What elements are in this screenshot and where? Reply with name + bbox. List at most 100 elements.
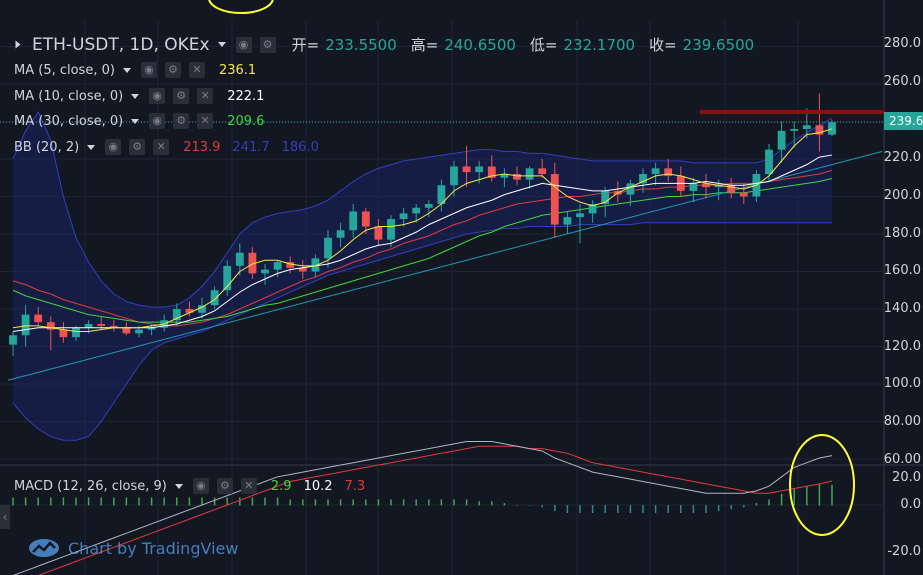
candle-body bbox=[639, 174, 647, 184]
eye-icon[interactable]: ◉ bbox=[149, 88, 166, 104]
candle-body bbox=[34, 314, 43, 323]
candle-body bbox=[777, 130, 786, 150]
candle-body bbox=[689, 183, 698, 191]
candle-body bbox=[336, 230, 345, 238]
chevron-down-icon[interactable] bbox=[131, 93, 140, 99]
candle-body bbox=[361, 211, 370, 227]
close-icon[interactable]: ✕ bbox=[240, 478, 257, 494]
candle-body bbox=[84, 324, 93, 328]
indicator-row-ma10: MA (10, close, 0) ◉ ⚙ ✕ 222.1 bbox=[14, 88, 264, 104]
candle-body bbox=[727, 185, 736, 193]
gear-icon[interactable]: ⚙ bbox=[164, 62, 181, 78]
candle-body bbox=[122, 327, 131, 334]
price-axis-label: 60.00 bbox=[883, 452, 921, 467]
chevron-down-icon[interactable] bbox=[217, 42, 226, 47]
candle-body bbox=[223, 265, 232, 291]
ohlc-close-value: 239.6500 bbox=[682, 35, 755, 54]
macd-line bbox=[12, 441, 833, 575]
price-axis-label: 180.0 bbox=[883, 226, 921, 241]
ohlc-high-value: 240.6500 bbox=[444, 35, 516, 54]
price-axis-label: 260.0 bbox=[883, 74, 921, 89]
ma10-line bbox=[12, 154, 833, 332]
candle-body bbox=[424, 204, 433, 208]
annotation-ellipse bbox=[789, 434, 855, 536]
indicator-row-bb: BB (20, 2) ◉ ⚙ ✕ 213.9 241.7 186.0 bbox=[14, 139, 319, 155]
tradingview-watermark[interactable]: Chart by TradingView bbox=[28, 538, 238, 558]
watermark-text: Chart by TradingView bbox=[68, 538, 239, 558]
close-icon[interactable]: ✕ bbox=[197, 88, 214, 104]
indicator-label[interactable]: MA (10, close, 0) bbox=[14, 88, 124, 104]
candle-body bbox=[702, 183, 710, 188]
indicator-value: 7.3 bbox=[344, 478, 366, 494]
symbol-title[interactable]: ETH-USDT, 1D, OKEx bbox=[32, 34, 210, 55]
candle-body bbox=[802, 125, 811, 129]
gear-icon[interactable]: ⚙ bbox=[129, 139, 146, 155]
collapse-icon[interactable] bbox=[15, 40, 21, 49]
ohlc-open-value: 233.5500 bbox=[325, 35, 397, 54]
eye-icon[interactable]: ◉ bbox=[140, 62, 157, 78]
candle-body bbox=[437, 185, 446, 204]
candle-body bbox=[185, 309, 194, 313]
indicator-label[interactable]: BB (20, 2) bbox=[14, 139, 80, 155]
chevron-down-icon[interactable] bbox=[131, 118, 140, 124]
eye-icon[interactable]: ◉ bbox=[235, 36, 252, 53]
candle-body bbox=[374, 226, 383, 240]
close-icon[interactable]: ✕ bbox=[188, 62, 205, 78]
indicator-label[interactable]: MA (5, close, 0) bbox=[14, 62, 115, 78]
annotation-ellipse bbox=[208, 0, 274, 14]
chevron-down-icon[interactable] bbox=[174, 483, 183, 489]
chevron-down-icon[interactable] bbox=[87, 144, 96, 150]
trendline bbox=[7, 151, 883, 381]
candle-body bbox=[172, 309, 181, 321]
last-price-tag: 239.65 bbox=[884, 112, 923, 130]
indicator-label[interactable]: MA (30, close, 0) bbox=[14, 113, 124, 129]
candle-body bbox=[576, 213, 584, 218]
eye-icon[interactable]: ◉ bbox=[149, 113, 166, 129]
candle-body bbox=[664, 168, 673, 176]
candle-body bbox=[828, 122, 836, 135]
gear-icon[interactable]: ⚙ bbox=[173, 113, 190, 129]
gear-icon[interactable]: ⚙ bbox=[259, 36, 276, 53]
gear-icon[interactable]: ⚙ bbox=[216, 478, 233, 494]
bollinger-upper-line bbox=[12, 111, 833, 308]
close-icon[interactable]: ✕ bbox=[197, 113, 214, 129]
indicator-value: 10.2 bbox=[303, 478, 333, 494]
candle-body bbox=[714, 185, 723, 188]
candle-body bbox=[412, 207, 421, 214]
eye-icon[interactable]: ◉ bbox=[105, 139, 122, 155]
candle-body bbox=[538, 168, 547, 174]
candle-body bbox=[9, 335, 17, 345]
candle-body bbox=[525, 168, 534, 180]
scroll-left-button[interactable]: ‹ bbox=[0, 505, 10, 529]
price-axis-label: 280.0 bbox=[883, 36, 921, 51]
price-axis-label: 140.0 bbox=[883, 301, 921, 316]
candle-body bbox=[72, 327, 80, 338]
candle-body bbox=[450, 166, 458, 186]
candle-body bbox=[387, 219, 395, 240]
indicator-label[interactable]: MACD (12, 26, close, 9) bbox=[14, 478, 167, 494]
candle-body bbox=[601, 190, 610, 204]
bollinger-lower-line bbox=[12, 222, 832, 441]
candle-body bbox=[475, 166, 484, 173]
candle-body bbox=[626, 183, 635, 195]
chevron-down-icon[interactable] bbox=[122, 67, 131, 73]
close-icon[interactable]: ✕ bbox=[153, 139, 170, 155]
tradingview-logo-icon bbox=[29, 539, 59, 557]
gear-icon[interactable]: ⚙ bbox=[173, 88, 190, 104]
candle-body bbox=[765, 149, 773, 174]
candle-body bbox=[399, 213, 408, 219]
eye-icon[interactable]: ◉ bbox=[192, 478, 209, 494]
indicator-row-ma5: MA (5, close, 0) ◉ ⚙ ✕ 236.1 bbox=[14, 62, 256, 78]
candle-body bbox=[588, 204, 597, 214]
price-axis-label: 220.0 bbox=[883, 150, 921, 165]
candle-body bbox=[135, 329, 143, 334]
candle-body bbox=[109, 325, 118, 328]
ma30-line bbox=[12, 178, 833, 323]
indicator-value: 241.7 bbox=[232, 139, 270, 155]
ohlc-low-label: 低= bbox=[529, 36, 558, 54]
price-axis-label: 100.0 bbox=[883, 376, 921, 391]
ma5-line bbox=[12, 128, 833, 332]
candle-body bbox=[513, 174, 521, 180]
